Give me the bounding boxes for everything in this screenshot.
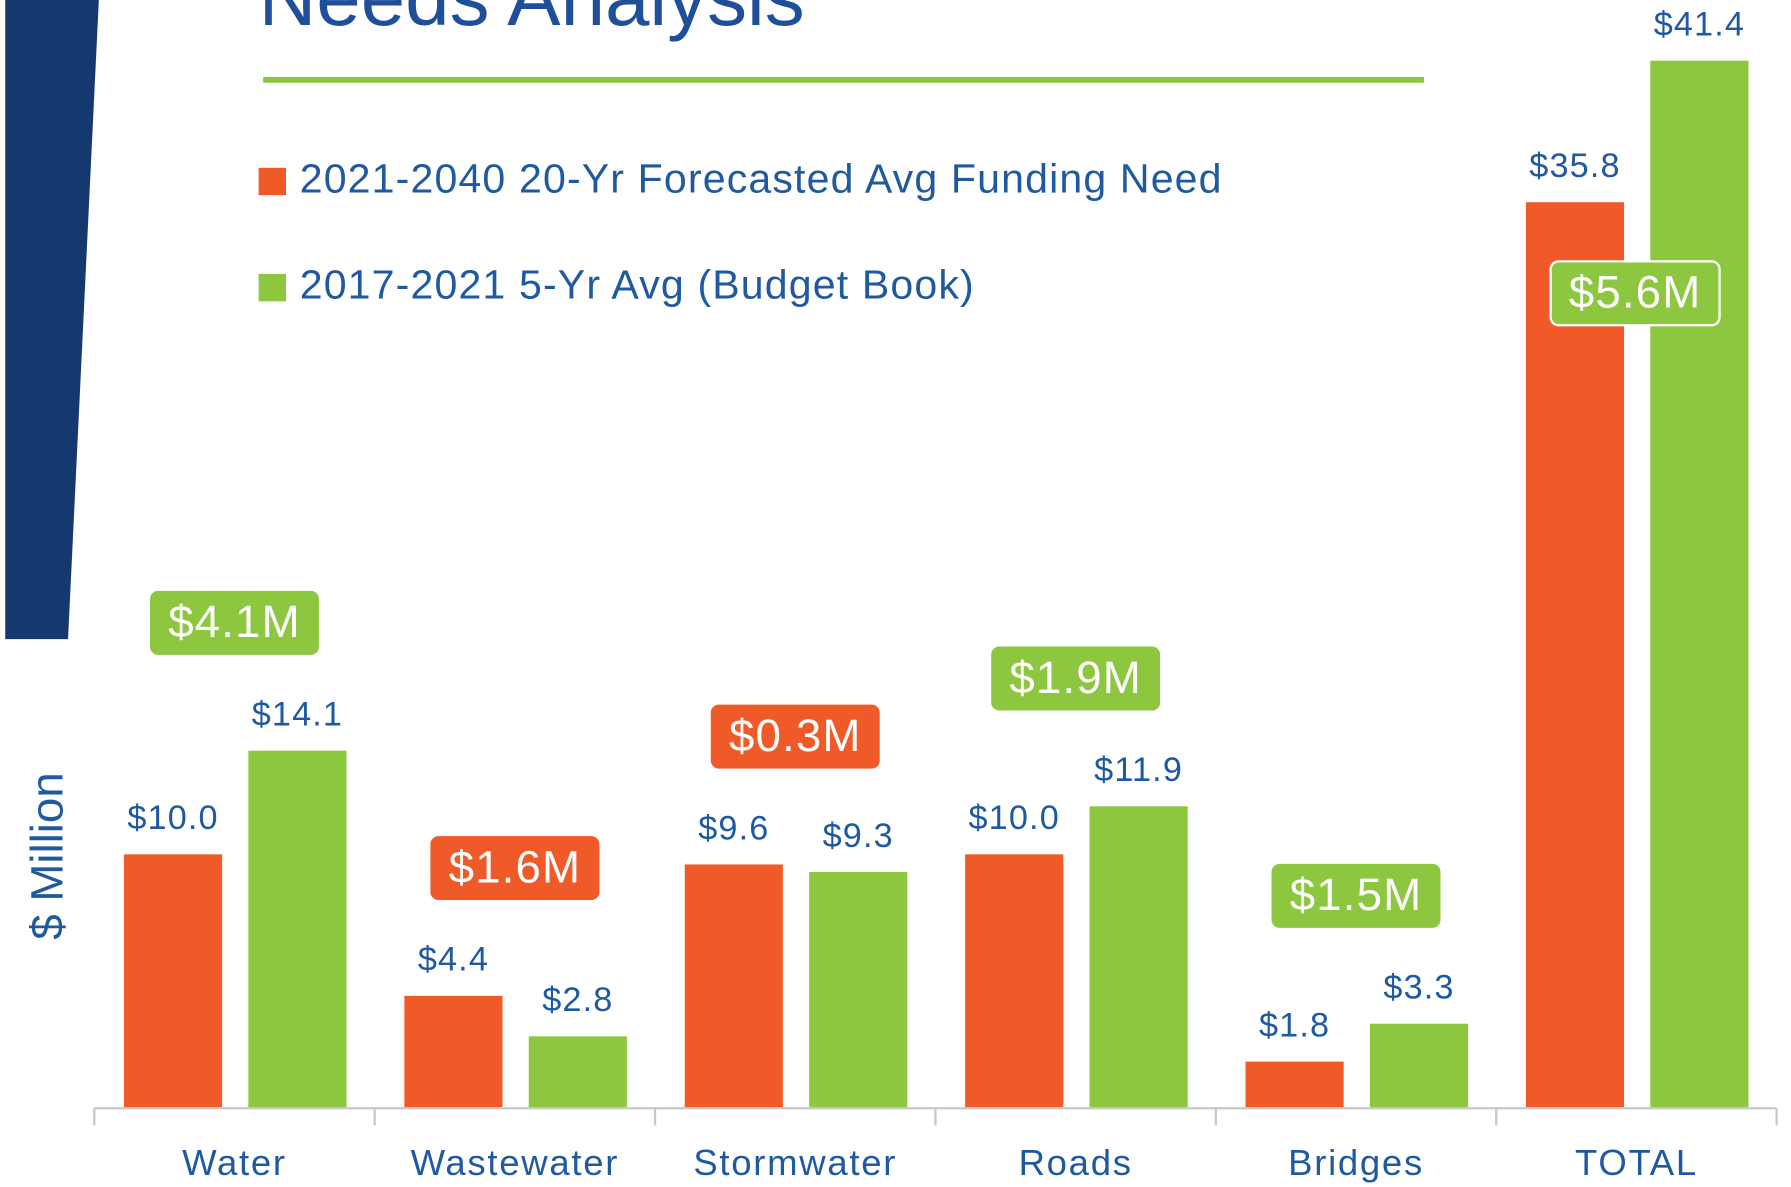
bar xyxy=(529,1036,627,1107)
bar xyxy=(124,854,222,1107)
bar xyxy=(965,854,1063,1107)
data-label: $14.1 xyxy=(252,696,343,734)
bar xyxy=(1370,1024,1468,1107)
data-label: $9.3 xyxy=(823,817,894,855)
bar xyxy=(685,864,783,1107)
legend-label: 2017-2021 5-Yr Avg (Budget Book) xyxy=(300,261,975,307)
bar xyxy=(809,872,907,1107)
x-tick-label: Stormwater xyxy=(693,1142,897,1183)
bar xyxy=(404,996,502,1107)
data-label: $10.0 xyxy=(127,799,218,837)
bar xyxy=(1090,806,1188,1107)
x-tick-label: Water xyxy=(182,1142,287,1183)
difference-label: $4.1M xyxy=(168,596,301,647)
difference-label: $5.6M xyxy=(1569,267,1702,318)
difference-label: $1.9M xyxy=(1009,652,1142,703)
legend-swatch xyxy=(259,168,286,195)
difference-label: $0.3M xyxy=(729,710,862,761)
data-label: $10.0 xyxy=(969,799,1060,837)
x-tick-label: Bridges xyxy=(1288,1142,1424,1183)
x-tick-label: Wastewater xyxy=(411,1142,620,1183)
bar xyxy=(1650,61,1748,1107)
bar xyxy=(248,751,346,1107)
data-label: $35.8 xyxy=(1529,147,1620,185)
data-label: $1.8 xyxy=(1259,1006,1330,1044)
chart-title: Needs Analysis xyxy=(259,0,805,42)
data-label: $11.9 xyxy=(1094,751,1183,789)
legend-swatch xyxy=(259,274,286,301)
chart: Needs Analysis $ Million 2021-2040 20-Yr… xyxy=(0,0,1791,1187)
page: {"chart_data": { "type": "bar", "title":… xyxy=(0,0,1791,1187)
data-label: $9.6 xyxy=(698,809,769,847)
x-tick-label: TOTAL xyxy=(1575,1142,1698,1183)
data-label: $4.4 xyxy=(418,941,489,979)
data-label: $41.4 xyxy=(1654,5,1745,43)
background-photo xyxy=(5,0,99,639)
data-label: $3.3 xyxy=(1383,969,1454,1007)
difference-label: $1.6M xyxy=(449,841,582,892)
bar xyxy=(1526,202,1624,1107)
x-tick-label: Roads xyxy=(1019,1142,1133,1183)
difference-label: $1.5M xyxy=(1290,869,1423,920)
data-label: $2.8 xyxy=(542,981,613,1019)
legend-label: 2021-2040 20-Yr Forecasted Avg Funding N… xyxy=(300,155,1223,201)
bar xyxy=(1246,1062,1344,1107)
y-axis-label: $ Million xyxy=(21,772,72,939)
